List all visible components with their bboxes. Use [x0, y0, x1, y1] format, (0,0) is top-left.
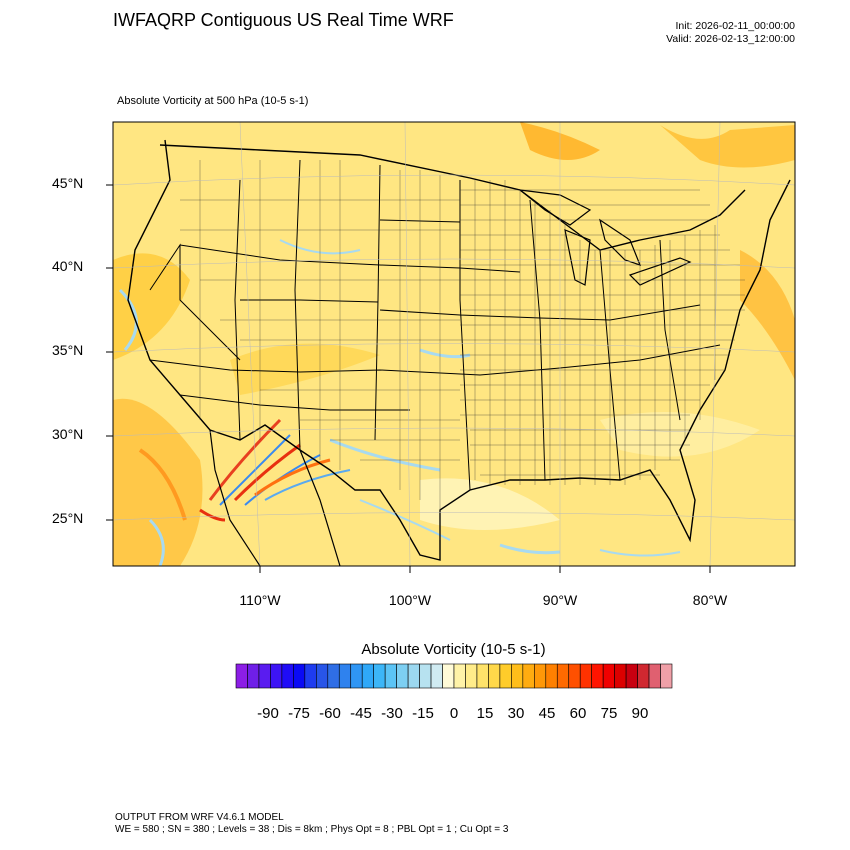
colorbar-box [476, 663, 489, 689]
colorbar-tick-label: -30 [381, 705, 403, 722]
colorbar-tick-label: 30 [507, 705, 525, 722]
colorbar-box [488, 663, 501, 689]
map-title: IWFAQRP Contiguous US Real Time WRF [113, 10, 454, 30]
lat-label-40: 40°N [52, 258, 84, 274]
colorbar-box [419, 663, 432, 689]
lon-label-110w: 110°W [239, 592, 281, 608]
colorbar-box [361, 663, 374, 689]
colorbar-box [625, 663, 638, 689]
lat-label-35: 35°N [52, 342, 84, 358]
colorbar-box [304, 663, 317, 689]
footer-model-line: OUTPUT FROM WRF V4.6.1 MODEL [115, 812, 284, 823]
lon-label-90w: 90°W [542, 592, 578, 608]
colorbar-box [373, 663, 386, 689]
colorbar [235, 663, 673, 689]
lon-label-80w: 80°W [692, 592, 728, 608]
colorbar-tick-label: 90 [631, 705, 649, 722]
colorbar-box [579, 663, 592, 689]
init-time: Init: 2026-02-11_00:00:00 [675, 20, 795, 32]
colorbar-tick-label: 45 [538, 705, 556, 722]
colorbar-box [568, 663, 581, 689]
colorbar-box [327, 663, 340, 689]
colorbar-tick-label: 15 [476, 705, 494, 722]
colorbar-box [281, 663, 294, 689]
colorbar-tick-label: -60 [319, 705, 341, 722]
colorbar-box [338, 663, 352, 689]
colorbar-box [247, 663, 260, 689]
lon-label-100w: 100°W [388, 592, 432, 608]
footer-config-line: WE = 580 ; SN = 380 ; Levels = 38 ; Dis … [115, 824, 509, 835]
colorbar-labels: -90 -75 -60 -45 -30 -15 0 15 30 45 60 75 90 [230, 705, 690, 725]
colorbar-box [660, 663, 673, 689]
colorbar-box [350, 663, 363, 689]
colorbar-box [522, 663, 535, 689]
colorbar-tick-label: -75 [288, 705, 310, 722]
colorbar-box [545, 663, 558, 689]
colorbar-box [591, 663, 604, 689]
colorbar-box [534, 663, 547, 689]
colorbar-tick-label: 0 [449, 705, 459, 722]
colorbar-box [442, 663, 455, 689]
graticule [113, 122, 795, 566]
state-boundaries [127, 139, 791, 566]
colorbar-tick-label: -45 [350, 705, 372, 722]
colorbar-box [556, 663, 570, 689]
field-subtitle: Absolute Vorticity at 500 hPa (10-5 s-1) [117, 95, 309, 107]
colorbar-box [614, 663, 627, 689]
colorbar-box [648, 663, 661, 689]
lat-label-25: 25°N [52, 510, 84, 526]
colorbar-box [465, 663, 478, 689]
init-valid-times: Init: 2026-02-11_00:00:00 Valid: 2026-02… [666, 20, 795, 46]
colorbar-box [430, 663, 443, 689]
vorticity-field [113, 122, 795, 566]
colorbar-box [235, 663, 248, 689]
colorbar-tick-label: 60 [569, 705, 587, 722]
colorbar-box [293, 663, 306, 689]
colorbar-box [270, 663, 283, 689]
colorbar-box [453, 663, 466, 689]
colorbar-box [316, 663, 329, 689]
colorbar-box [396, 663, 409, 689]
model-footer: OUTPUT FROM WRF V4.6.1 MODEL WE = 580 ; … [115, 812, 508, 836]
colorbar-box [602, 663, 615, 689]
lat-label-45: 45°N [52, 175, 84, 191]
colorbar-box [258, 663, 271, 689]
colorbar-tick-label: 75 [600, 705, 618, 722]
colorbar-title: Absolute Vorticity (10-5 s-1) [361, 641, 546, 658]
lat-label-30: 30°N [52, 426, 84, 442]
colorbar-tick-label: -15 [412, 705, 434, 722]
colorbar-box [407, 663, 420, 689]
map-frame [112, 121, 796, 567]
colorbar-box [384, 663, 397, 689]
colorbar-tick-label: -90 [257, 705, 279, 722]
axis-ticks [106, 184, 711, 573]
valid-time: Valid: 2026-02-13_12:00:00 [666, 33, 795, 45]
colorbar-box [499, 663, 512, 689]
colorbar-box [511, 663, 524, 689]
colorbar-box [637, 663, 650, 689]
